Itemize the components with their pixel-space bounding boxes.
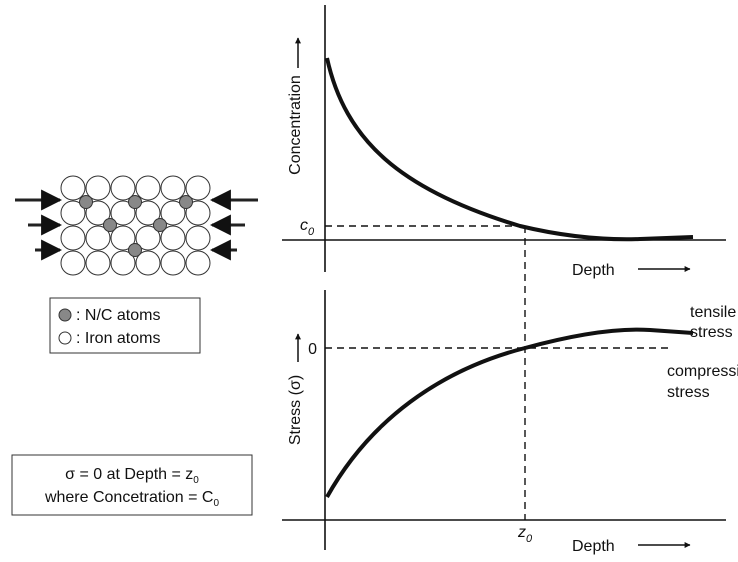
iron-atom xyxy=(60,250,86,276)
note-sub: 0 xyxy=(193,475,199,486)
iron-atom xyxy=(85,250,111,276)
iron-atom xyxy=(60,175,86,201)
tensile-line: tensile xyxy=(690,304,736,321)
nc-atom xyxy=(128,243,142,257)
iron-atom xyxy=(85,200,111,226)
stress-curve xyxy=(325,327,694,498)
iron-atom xyxy=(135,200,161,226)
iron-atom xyxy=(185,250,211,276)
z0-label: z0 xyxy=(517,524,533,545)
iron-atom xyxy=(135,225,161,251)
iron-atom xyxy=(110,200,136,226)
concentration-curve xyxy=(325,57,694,242)
zero-label: 0 xyxy=(308,341,317,358)
nc-atom xyxy=(128,195,142,209)
compression-arrows xyxy=(15,189,258,261)
iron-atom xyxy=(60,225,86,251)
note-box xyxy=(11,454,253,516)
iron-atom xyxy=(110,250,136,276)
note-sub: 0 xyxy=(213,498,219,509)
iron-atom xyxy=(160,250,186,276)
tensile-line: stress xyxy=(690,324,733,341)
iron-atom xyxy=(135,250,161,276)
depth-label: Depth xyxy=(572,262,615,279)
iron-atom xyxy=(85,225,111,251)
nc-atom xyxy=(103,218,117,232)
stress-label: Stress (σ) xyxy=(287,375,304,445)
compressive-line: compressive xyxy=(667,363,738,380)
legend-box xyxy=(49,297,201,354)
compressive-label: compressive stress xyxy=(667,363,738,401)
iron-atom xyxy=(135,175,161,201)
note-line: where Concetration = C0 xyxy=(44,489,220,509)
iron-label: : Iron atoms xyxy=(76,330,160,347)
nc-atom xyxy=(179,195,193,209)
tensile-label: tensile stress xyxy=(690,304,736,341)
nc-symbol xyxy=(58,308,72,322)
z-sub: 0 xyxy=(526,533,533,545)
nc-atom xyxy=(153,218,167,232)
depth-label: Depth xyxy=(572,538,615,555)
c-sub: 0 xyxy=(308,226,315,238)
iron-atom xyxy=(60,200,86,226)
compressive-line: stress xyxy=(667,384,710,401)
note-line: σ = 0 at Depth = z0 xyxy=(65,466,199,486)
c-main: c xyxy=(300,217,308,234)
note-main: where Concetration = C xyxy=(44,489,214,506)
iron-atom xyxy=(185,200,211,226)
iron-atom xyxy=(160,200,186,226)
iron-atom xyxy=(85,175,111,201)
c0-label: c0 xyxy=(300,217,315,238)
iron-atom xyxy=(110,225,136,251)
z-main: z xyxy=(517,524,526,541)
iron-atom xyxy=(185,225,211,251)
iron-atom xyxy=(110,175,136,201)
note-main: σ = 0 at Depth = z xyxy=(65,466,193,483)
iron-atom xyxy=(160,175,186,201)
concentration-label: Concentration xyxy=(287,75,304,175)
iron-atom xyxy=(185,175,211,201)
nc-label: : N/C atoms xyxy=(76,307,160,324)
nc-atom xyxy=(79,195,93,209)
iron-atom xyxy=(160,225,186,251)
iron-symbol xyxy=(58,331,72,345)
atom-lattice xyxy=(60,175,211,276)
